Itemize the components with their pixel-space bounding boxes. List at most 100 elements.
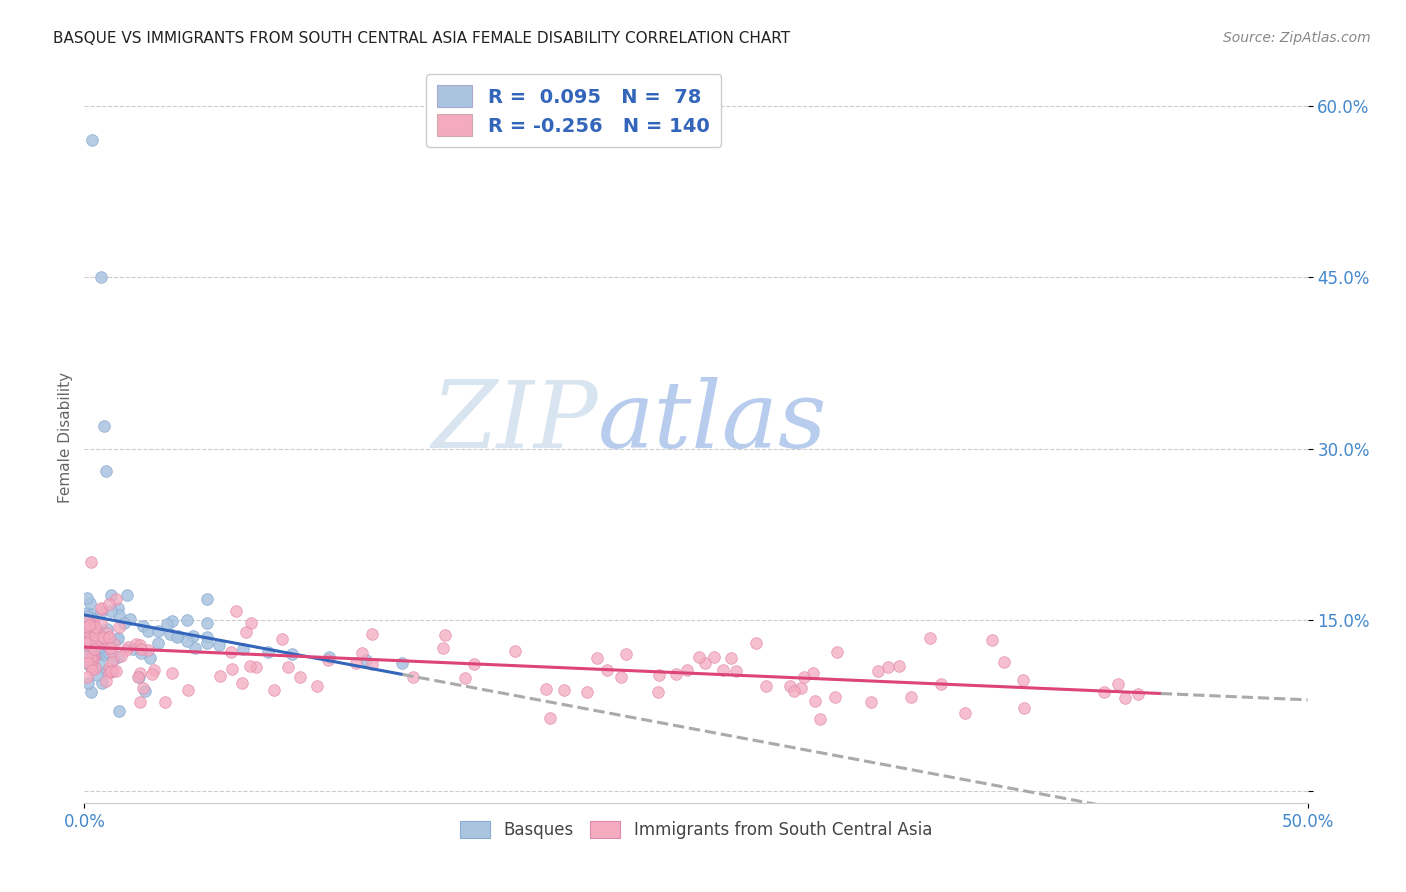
- Point: [129, 695, 152, 709]
- Point: [79, 685, 101, 699]
- Point: [86, 633, 108, 648]
- Point: [538, 711, 561, 725]
- Point: [84, 624, 107, 638]
- Point: [76, 620, 98, 634]
- Point: [219, 644, 242, 658]
- Point: [125, 637, 148, 651]
- Point: [354, 653, 377, 667]
- Point: [586, 650, 609, 665]
- Point: [270, 632, 292, 646]
- Point: [105, 664, 128, 678]
- Point: [139, 650, 162, 665]
- Point: [868, 665, 890, 679]
- Point: [96, 626, 118, 640]
- Point: [859, 695, 882, 709]
- Point: [76, 636, 98, 650]
- Point: [209, 669, 232, 683]
- Point: [90, 635, 112, 649]
- Point: [596, 663, 619, 677]
- Point: [804, 694, 827, 708]
- Point: [779, 679, 801, 693]
- Point: [107, 631, 129, 645]
- Point: [80, 644, 103, 658]
- Point: [160, 665, 183, 680]
- Point: [90, 615, 112, 630]
- Legend: Basques, Immigrants from South Central Asia: Basques, Immigrants from South Central A…: [453, 814, 939, 846]
- Point: [86, 668, 108, 682]
- Point: [536, 682, 558, 697]
- Point: [688, 649, 710, 664]
- Point: [87, 631, 110, 645]
- Point: [156, 616, 179, 631]
- Point: [134, 684, 156, 698]
- Point: [318, 649, 340, 664]
- Point: [76, 632, 98, 647]
- Point: [755, 679, 778, 693]
- Point: [76, 645, 98, 659]
- Point: [77, 618, 100, 632]
- Point: [79, 634, 101, 648]
- Point: [98, 647, 121, 661]
- Point: [361, 657, 384, 671]
- Point: [108, 607, 131, 622]
- Point: [208, 638, 231, 652]
- Point: [86, 640, 108, 655]
- Point: [277, 659, 299, 673]
- Point: [105, 632, 128, 647]
- Text: BASQUE VS IMMIGRANTS FROM SOUTH CENTRAL ASIA FEMALE DISABILITY CORRELATION CHART: BASQUE VS IMMIGRANTS FROM SOUTH CENTRAL …: [53, 31, 790, 46]
- Point: [107, 601, 129, 615]
- Point: [361, 627, 384, 641]
- Point: [82, 615, 104, 629]
- Point: [115, 588, 138, 602]
- Point: [80, 625, 103, 640]
- Point: [184, 640, 207, 655]
- Point: [783, 683, 806, 698]
- Point: [454, 671, 477, 685]
- Point: [100, 604, 122, 618]
- Point: [183, 629, 205, 643]
- Text: Source: ZipAtlas.com: Source: ZipAtlas.com: [1223, 31, 1371, 45]
- Point: [76, 609, 98, 624]
- Point: [83, 650, 105, 665]
- Point: [166, 630, 188, 644]
- Point: [80, 607, 103, 621]
- Point: [90, 675, 112, 690]
- Point: [1012, 673, 1035, 687]
- Point: [84, 649, 107, 664]
- Point: [105, 592, 128, 607]
- Point: [162, 614, 184, 628]
- Point: [127, 670, 149, 684]
- Point: [77, 658, 100, 673]
- Point: [790, 681, 813, 696]
- Point: [80, 616, 103, 631]
- Point: [132, 618, 155, 632]
- Point: [129, 646, 152, 660]
- Point: [107, 705, 129, 719]
- Point: [195, 615, 218, 630]
- Point: [100, 645, 122, 659]
- Point: [281, 647, 304, 661]
- Point: [76, 623, 98, 637]
- Point: [675, 664, 697, 678]
- Point: [136, 624, 159, 639]
- Point: [980, 633, 1002, 648]
- Point: [724, 664, 747, 678]
- Point: [195, 630, 218, 644]
- Point: [129, 666, 152, 681]
- Point: [918, 631, 941, 645]
- Point: [344, 657, 367, 671]
- Point: [648, 668, 671, 682]
- Point: [76, 626, 98, 640]
- Point: [96, 673, 118, 688]
- Point: [100, 588, 122, 602]
- Point: [955, 706, 977, 720]
- Point: [711, 663, 734, 677]
- Point: [80, 639, 103, 653]
- Point: [146, 636, 169, 650]
- Point: [1092, 685, 1115, 699]
- Point: [107, 650, 129, 665]
- Point: [76, 670, 98, 684]
- Point: [94, 648, 117, 662]
- Point: [80, 650, 103, 665]
- Point: [91, 601, 114, 615]
